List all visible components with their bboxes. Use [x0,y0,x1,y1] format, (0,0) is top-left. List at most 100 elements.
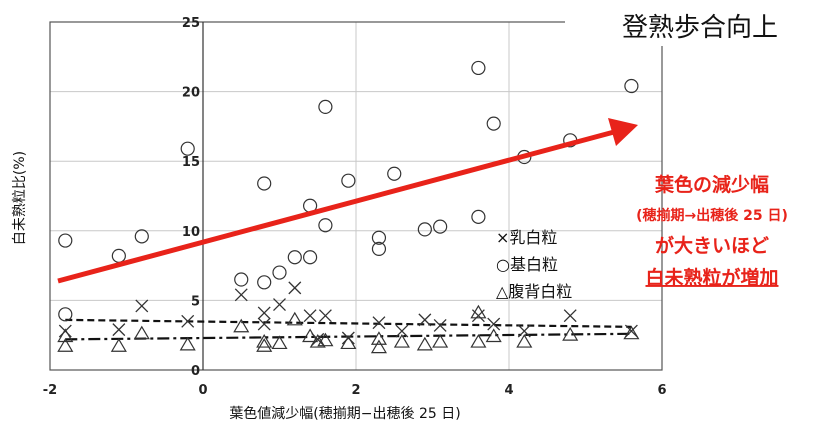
point-triangle [256,333,273,348]
point-x [303,309,317,323]
point-triangle [233,318,250,333]
point-x [112,323,126,337]
x-tick-label: -2 [43,383,57,398]
point-triangle [317,332,334,347]
legend-item-milky-white: ×乳白粒 [496,228,557,247]
grid-lines [49,21,663,371]
point-triangle [57,328,74,343]
point-circle [287,250,302,265]
annotation-title: 登熟歩合向上 [622,13,778,43]
point-circle [234,272,249,287]
point-circle [180,141,195,156]
point-x [563,309,577,323]
point-circle [341,173,356,188]
y-tick-label: 10 [182,225,200,240]
point-x [234,288,248,302]
annotation-red-line-3: が大きいほど [655,234,769,257]
point-triangle [432,333,449,348]
point-circle [257,275,272,290]
point-triangle [256,338,273,352]
point-triangle [179,336,196,351]
point-triangle [485,328,502,343]
plot-frame [49,21,663,371]
point-triangle [470,304,487,319]
legend-item-belly-back-white: △腹背白粒 [496,282,572,301]
point-triangle [623,325,640,340]
y-tick-label: 25 [182,16,200,31]
point-circle [303,250,318,265]
point-x [487,317,501,331]
point-x [257,306,271,320]
y-tick-label: 15 [182,155,200,170]
tick-labels: -2 0 2 4 6 0 5 10 15 20 25 [43,16,667,398]
point-triangle [340,335,357,350]
point-x [288,281,302,295]
point-circle [257,176,272,191]
trend-arrow-shaft [57,129,615,284]
point-circle [134,229,149,244]
point-x [395,324,409,338]
data-points [57,60,640,354]
point-triangle [516,333,533,348]
point-x [257,317,271,331]
point-triangle [286,311,303,326]
y-tick-label: 20 [182,86,200,101]
y-tick-label: 0 [191,364,200,379]
point-x [58,324,72,338]
x-tick-label: 2 [351,383,360,398]
point-triangle [57,338,74,352]
annotation-title-bg [565,2,805,46]
point-x [471,309,485,323]
point-x [433,318,447,332]
point-x [418,313,432,327]
trend-line-dashed [65,318,632,328]
point-triangle [133,325,150,340]
point-x [341,331,355,345]
x-axis-title: 葉色値減少幅(穂揃期−出穂後 25 日) [229,405,460,422]
point-x [135,299,149,313]
annotation-red-line-2: (穂揃期→出穂後 25 日) [636,207,788,224]
point-x [372,316,386,330]
point-circle [371,241,387,256]
point-circle [417,222,432,237]
point-circle [58,307,73,322]
point-triangle [416,336,433,351]
point-x [624,324,638,338]
point-triangle [110,338,127,352]
trend-arrow [57,118,638,284]
point-triangle [370,339,387,354]
point-circle [387,166,402,181]
point-triangle [370,331,387,345]
point-x [181,314,195,328]
point-circle [471,60,486,76]
point-circle [624,78,639,94]
annotation-red-line-4: 白未熟粒が増加 [645,266,778,289]
y-axis-title: 白未熟粒比(%) [12,151,28,245]
point-circle [471,209,486,224]
y-tick-label: 5 [191,294,200,309]
point-x [318,309,332,323]
point-circle [486,116,501,131]
point-circle [111,248,126,263]
point-circle [433,219,448,234]
point-circle [318,99,333,115]
point-circle [272,265,287,280]
point-triangle [562,327,579,341]
legend: ×乳白粒 ○基白粒 △腹背白粒 [496,228,572,301]
point-circle [318,218,333,233]
point-triangle [470,333,487,348]
point-triangle [393,333,410,348]
point-x [273,298,286,312]
point-circle [58,233,73,248]
trend-arrow-head [608,118,638,146]
annotation-red-line-1: 葉色の減少幅 [654,173,769,196]
x-tick-label: 6 [657,383,666,398]
x-tick-label: 4 [504,383,513,398]
point-circle [371,230,387,245]
x-tick-label: 0 [198,383,207,398]
point-triangle [271,335,288,350]
point-triangle [302,328,319,343]
legend-item-base-white: ○基白粒 [496,255,558,274]
point-x [517,324,531,338]
